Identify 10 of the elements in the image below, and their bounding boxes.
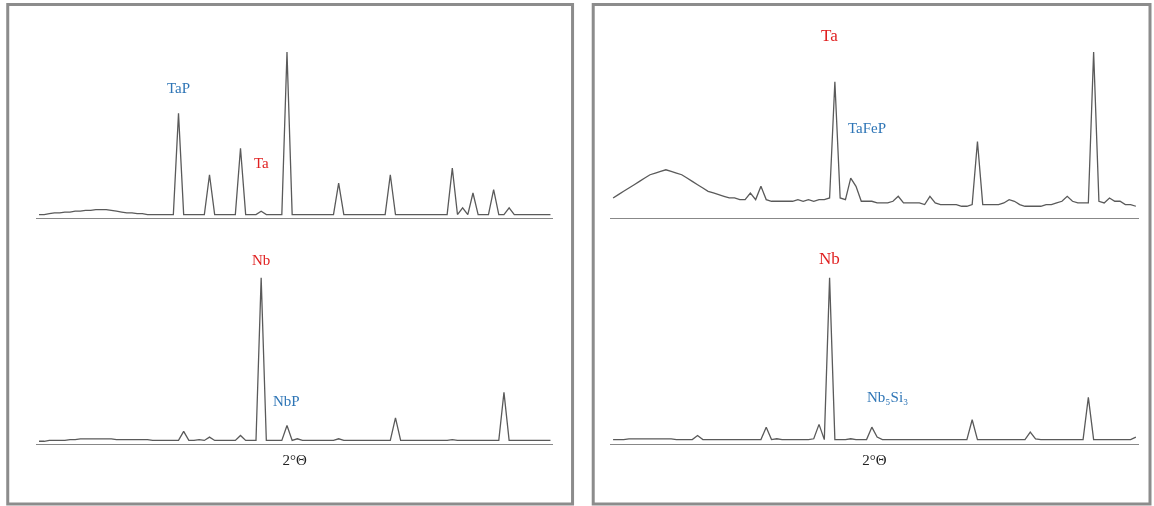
- annotation: TaFeP: [848, 120, 887, 136]
- x-axis-title: 2°Θ: [862, 452, 887, 469]
- annotation: Ta: [254, 155, 270, 171]
- annotation: TaP: [167, 80, 191, 96]
- text: Nb: [252, 252, 271, 268]
- annotation: Nb₅Si₃: [867, 389, 909, 405]
- text: Nb: [819, 249, 840, 268]
- text: Ta: [821, 26, 839, 45]
- x-axis-title: 2°Θ: [282, 452, 308, 469]
- annotation: NbP: [273, 393, 300, 409]
